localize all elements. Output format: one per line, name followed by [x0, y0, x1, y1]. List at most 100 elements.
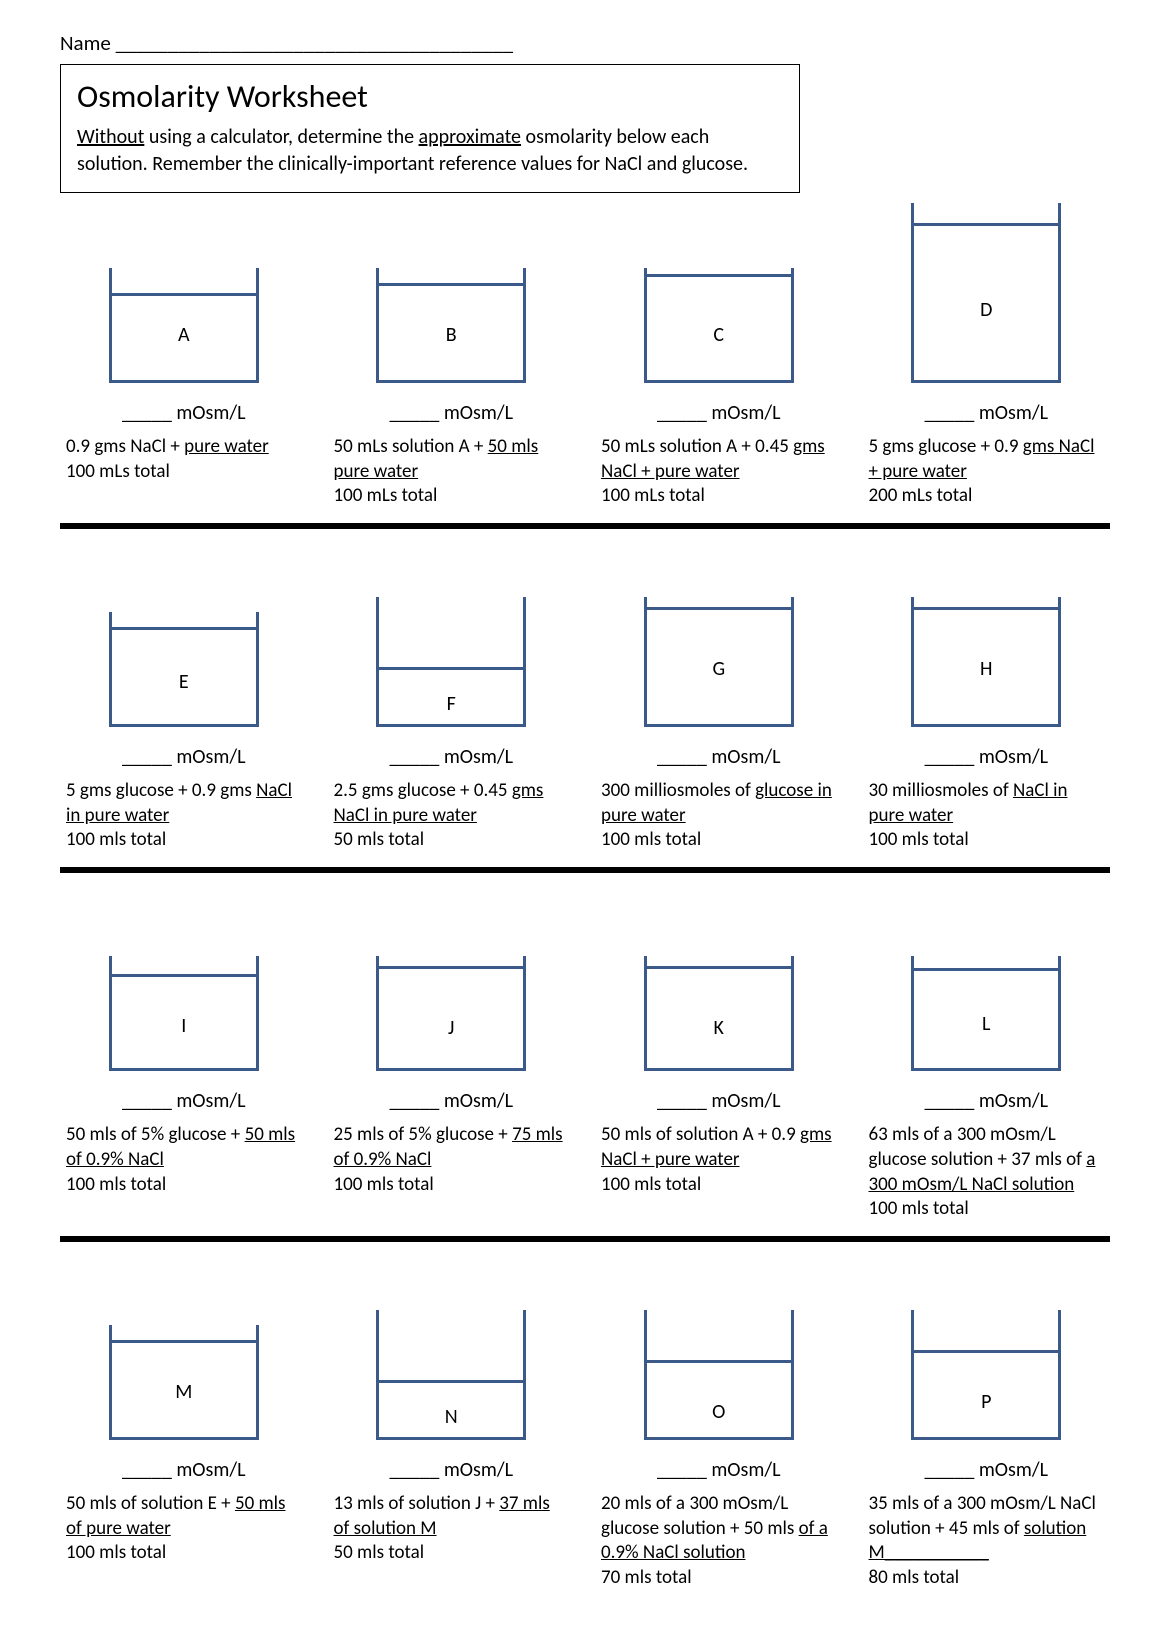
liquid-line — [647, 607, 791, 610]
beaker-icon: M — [109, 1325, 259, 1440]
beaker-cell: K _____ mOsm/L 50 mls of solution A + 0.9 … — [595, 891, 843, 1222]
beaker-cell: H _____ mOsm/L 30 milliosmoles of NaCl in … — [863, 547, 1111, 853]
worksheet-title: Osmolarity Worksheet — [77, 77, 783, 116]
solution-description: 50 mls of solution E + 50 mls of pure wa… — [60, 1492, 308, 1566]
beaker-icon: E — [109, 612, 259, 727]
solution-description: 5 gms glucose + 0.9 gms NaCl + pure wate… — [863, 435, 1111, 509]
beaker-icon: G — [644, 597, 794, 727]
answer-blank[interactable]: _____ mOsm/L — [657, 745, 780, 769]
solution-description: 50 mLs solution A + 50 mls pure water100… — [328, 435, 576, 509]
solution-description: 50 mls of solution A + 0.9 gms NaCl + pu… — [595, 1123, 843, 1197]
beaker-icon: O — [644, 1310, 794, 1440]
liquid-line — [379, 1380, 523, 1383]
answer-blank[interactable]: _____ mOsm/L — [122, 401, 245, 425]
beaker-label: G — [647, 657, 791, 681]
liquid-line — [112, 627, 256, 630]
row-separator — [60, 1236, 1110, 1242]
beaker-label: A — [112, 323, 256, 347]
answer-blank[interactable]: _____ mOsm/L — [122, 1089, 245, 1113]
liquid-line — [112, 1340, 256, 1343]
liquid-line — [647, 274, 791, 277]
solution-description: 0.9 gms NaCl + pure water100 mLs total — [60, 435, 308, 484]
beaker-wrap: L — [863, 891, 1111, 1071]
answer-blank[interactable]: _____ mOsm/L — [925, 745, 1048, 769]
answer-blank[interactable]: _____ mOsm/L — [657, 401, 780, 425]
worksheet-page: Name ___________________________________… — [0, 0, 1170, 1631]
liquid-line — [379, 966, 523, 969]
beaker-cell: G _____ mOsm/L 300 milliosmoles of glucose… — [595, 547, 843, 853]
solution-description: 5 gms glucose + 0.9 gms NaCl in pure wat… — [60, 779, 308, 853]
liquid-line — [112, 974, 256, 977]
beaker-icon: K — [644, 956, 794, 1071]
beaker-label: I — [112, 1014, 256, 1038]
instructions-underline-1: Without — [77, 125, 144, 149]
answer-blank[interactable]: _____ mOsm/L — [925, 401, 1048, 425]
beaker-wrap: E — [60, 547, 308, 727]
solution-description: 30 milliosmoles of NaCl in pure water100… — [863, 779, 1111, 853]
answer-blank[interactable]: _____ mOsm/L — [925, 1458, 1048, 1482]
beaker-icon: J — [376, 956, 526, 1071]
answer-blank[interactable]: _____ mOsm/L — [390, 1089, 513, 1113]
beaker-icon: F — [376, 597, 526, 727]
beaker-wrap: D — [863, 203, 1111, 383]
beaker-icon: H — [911, 597, 1061, 727]
beaker-cell: C _____ mOsm/L 50 mLs solution A + 0.45 gm… — [595, 203, 843, 509]
instructions-text: Without using a calculator, determine th… — [77, 124, 783, 178]
liquid-line — [379, 283, 523, 286]
beaker-wrap: M — [60, 1260, 308, 1440]
answer-blank[interactable]: _____ mOsm/L — [657, 1089, 780, 1113]
beaker-label: L — [914, 1012, 1058, 1036]
answer-blank[interactable]: _____ mOsm/L — [657, 1458, 780, 1482]
beaker-label: O — [647, 1400, 791, 1424]
beaker-icon: D — [911, 203, 1061, 383]
beaker-cell: F _____ mOsm/L 2.5 gms glucose + 0.45 gms … — [328, 547, 576, 853]
beaker-wrap: K — [595, 891, 843, 1071]
beaker-cell: J_____ mOsm/L25 mls of 5% glucose + 75 m… — [328, 891, 576, 1222]
beaker-label: F — [379, 692, 523, 716]
beaker-label: B — [379, 323, 523, 347]
beaker-icon: N — [376, 1310, 526, 1440]
beaker-icon: A — [109, 268, 259, 383]
beaker-label: M — [112, 1380, 256, 1404]
instructions-mid: using a calculator, determine the — [144, 125, 418, 149]
beaker-icon: B — [376, 268, 526, 383]
beaker-cell: P _____ mOsm/L 35 mls of a 300 mOsm/L NaCl… — [863, 1260, 1111, 1591]
solution-description: 2.5 gms glucose + 0.45 gms NaCl in pure … — [328, 779, 576, 853]
beaker-wrap: C — [595, 203, 843, 383]
solution-description: 35 mls of a 300 mOsm/L NaCl solution + 4… — [863, 1492, 1111, 1591]
beaker-wrap: A — [60, 203, 308, 383]
beaker-label: N — [379, 1405, 523, 1429]
answer-blank[interactable]: _____ mOsm/L — [390, 401, 513, 425]
row-separator — [60, 867, 1110, 873]
beaker-cell: M _____ mOsm/L 50 mls of solution E + 50 m… — [60, 1260, 308, 1591]
solution-description: 20 mls of a 300 mOsm/L glucose solution … — [595, 1492, 843, 1591]
beaker-label: E — [112, 670, 256, 694]
beaker-label: D — [914, 298, 1058, 322]
beaker-grid: A _____ mOsm/L 0.9 gms NaCl + pure water10… — [60, 203, 1110, 1591]
header-box: Osmolarity Worksheet Without using a cal… — [60, 64, 800, 193]
name-field-line[interactable]: Name ___________________________________… — [60, 30, 1110, 56]
beaker-wrap: B — [328, 203, 576, 383]
beaker-icon: C — [644, 268, 794, 383]
row-separator — [60, 523, 1110, 529]
answer-blank[interactable]: _____ mOsm/L — [390, 1458, 513, 1482]
answer-blank[interactable]: _____ mOsm/L — [925, 1089, 1048, 1113]
beaker-label: H — [914, 657, 1058, 681]
answer-blank[interactable]: _____ mOsm/L — [122, 745, 245, 769]
answer-blank[interactable]: _____ mOsm/L — [390, 745, 513, 769]
beaker-wrap: J — [328, 891, 576, 1071]
liquid-line — [112, 293, 256, 296]
beaker-cell: A _____ mOsm/L 0.9 gms NaCl + pure water10… — [60, 203, 308, 509]
answer-blank[interactable]: _____ mOsm/L — [122, 1458, 245, 1482]
beaker-cell: B _____ mOsm/L 50 mLs solution A + 50 mls … — [328, 203, 576, 509]
beaker-cell: I_____ mOsm/L50 mls of 5% glucose + 50 m… — [60, 891, 308, 1222]
beaker-label: K — [647, 1016, 791, 1040]
solution-description: 300 milliosmoles of glucose in pure wate… — [595, 779, 843, 853]
beaker-label: C — [647, 323, 791, 347]
beaker-icon: P — [911, 1310, 1061, 1440]
beaker-cell: L_____ mOsm/L63 mls of a 300 mOsm/L gluc… — [863, 891, 1111, 1222]
solution-description: 50 mLs solution A + 0.45 gms NaCl + pure… — [595, 435, 843, 509]
liquid-line — [914, 223, 1058, 226]
beaker-wrap: H — [863, 547, 1111, 727]
beaker-wrap: I — [60, 891, 308, 1071]
